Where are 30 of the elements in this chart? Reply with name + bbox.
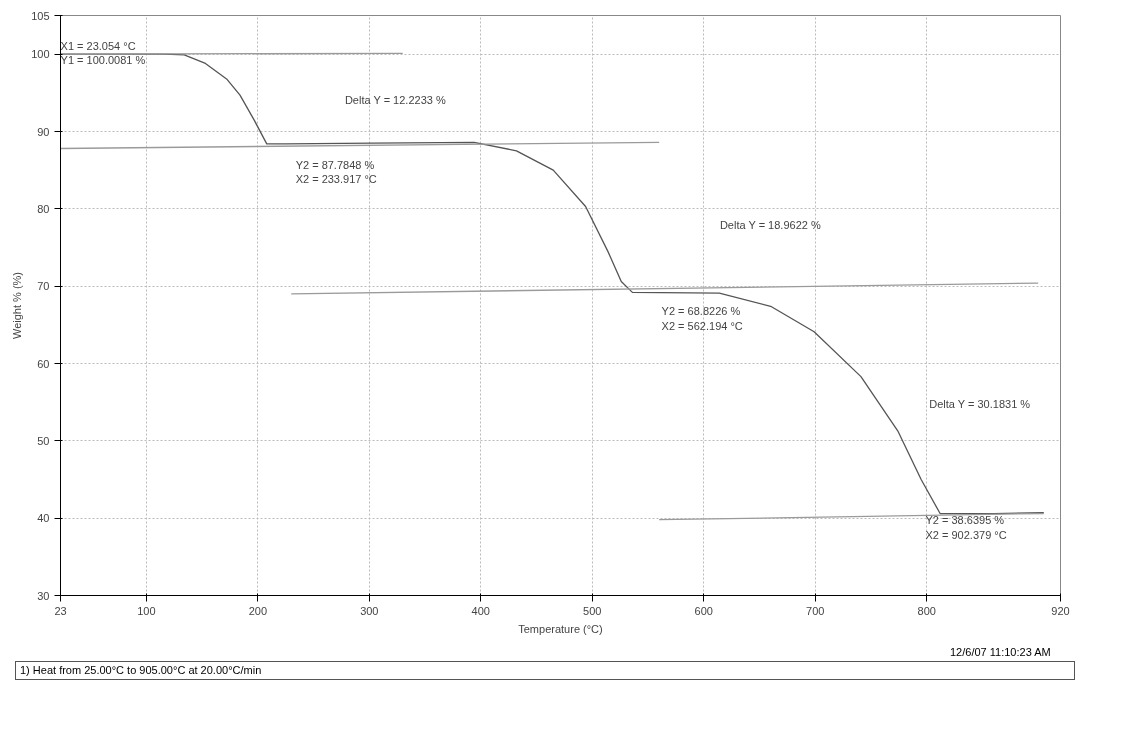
x-tick-label: 600	[694, 604, 713, 617]
x-tick-label: 800	[917, 604, 936, 617]
annotation: Y2 = 87.7848 % X2 = 233.917 °C	[295, 158, 377, 186]
x-tick-label: 920	[1051, 604, 1070, 617]
y-tick-label: 90	[37, 125, 50, 138]
y-tick-label: 100	[31, 48, 50, 61]
x-tick-label: 500	[583, 604, 602, 617]
annotation: Delta Y = 30.1831 %	[929, 398, 1031, 411]
annotation: Delta Y = 12.2233 %	[344, 93, 446, 106]
y-tick-label: 105	[31, 9, 50, 22]
x-tick-label: 400	[471, 604, 490, 617]
annotation: Y2 = 38.6395 % X2 = 902.379 °C	[925, 514, 1007, 541]
y-tick-label: 30	[37, 589, 50, 602]
y-tick-label: 70	[37, 280, 50, 293]
annotation: Y2 = 68.8226 % X2 = 562.194 °C	[661, 305, 743, 332]
x-tick-label: 300	[360, 604, 379, 617]
x-tick-label: 23	[54, 604, 67, 617]
y-tick-label: 60	[37, 357, 50, 370]
x-tick-label: 200	[248, 604, 268, 617]
y-tick-label: 80	[37, 202, 50, 215]
x-tick-label: 100	[137, 604, 156, 617]
x-tick-label: 700	[806, 604, 825, 617]
y-axis-title: Weight % (%)	[11, 271, 24, 340]
text: 12/6/07 11:10:23 AM	[950, 645, 1051, 660]
annotation: X1 = 23.054 °C Y1 = 100.0081 %	[60, 40, 146, 67]
annotation: Delta Y = 18.9622 %	[719, 218, 821, 231]
y-tick-label: 50	[37, 434, 50, 447]
y-tick-label: 40	[37, 512, 50, 525]
text: 1) Heat from 25.00°C to 905.00°C at 20.00°C/min	[20, 662, 262, 678]
x-axis-title: Temperature (°C)	[518, 622, 603, 635]
